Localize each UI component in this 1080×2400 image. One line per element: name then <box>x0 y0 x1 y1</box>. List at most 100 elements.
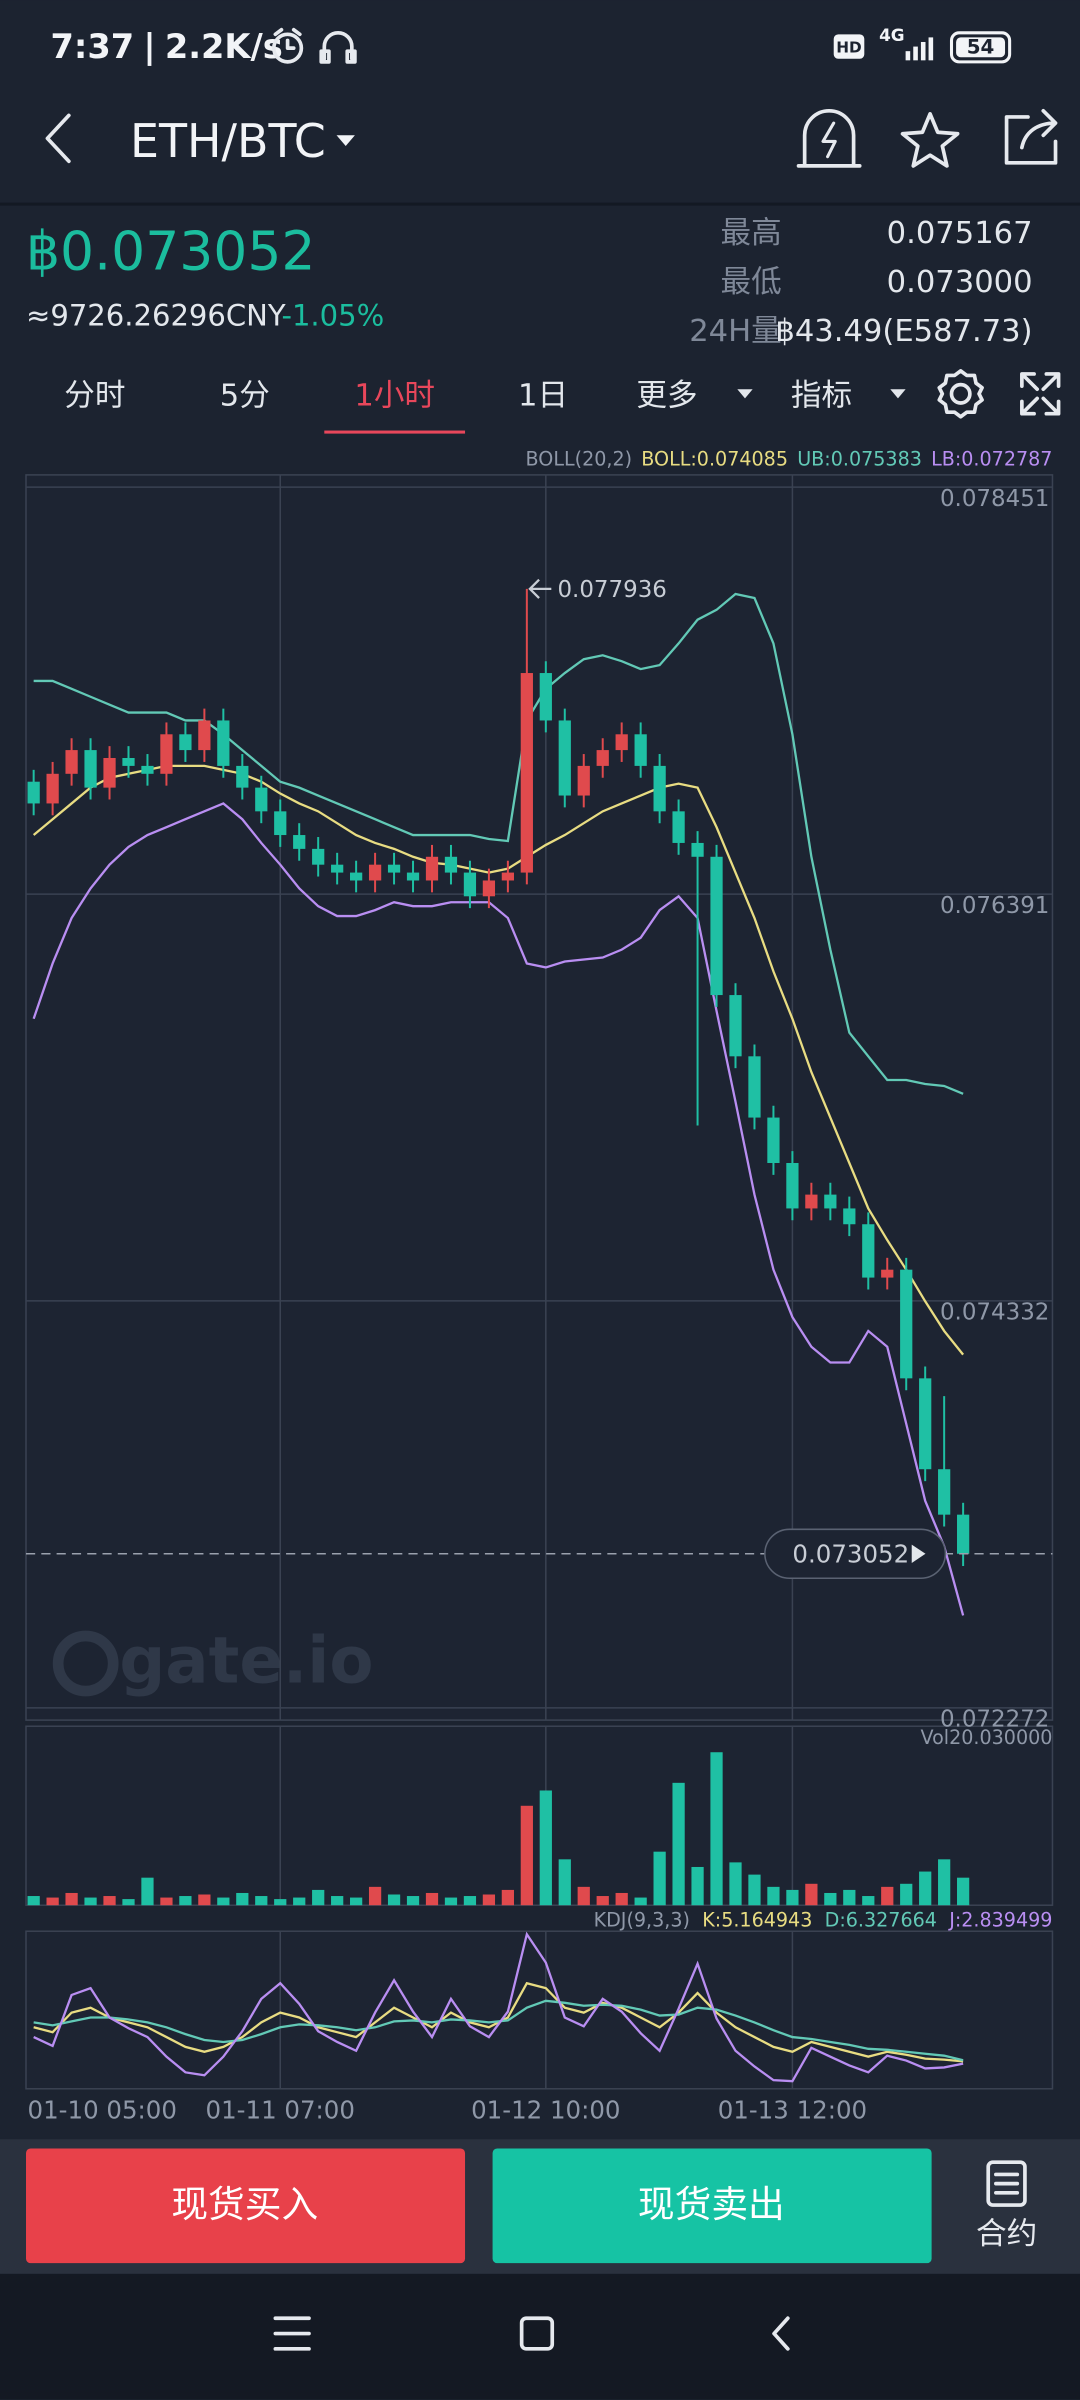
tab[interactable]: 分时 <box>64 378 125 413</box>
candle-body <box>368 864 382 881</box>
candle-body <box>805 1194 818 1209</box>
hd-badge <box>833 34 865 59</box>
candle-body <box>862 1224 875 1278</box>
nav-buttons[interactable] <box>273 2316 790 2351</box>
candle-body <box>350 872 363 881</box>
alert-button[interactable] <box>796 109 862 168</box>
volume-bar <box>255 1896 268 1906</box>
candle-body <box>425 856 439 881</box>
sell-label[interactable]: 现货卖出 <box>638 2183 785 2226</box>
volume-bar <box>748 1874 761 1906</box>
volume-bar <box>463 1896 477 1906</box>
tab-bar: 分时 5分 1小时 1日 更多 指标 <box>64 378 852 434</box>
candle-body <box>691 842 704 857</box>
battery-level <box>956 37 1006 58</box>
volume-bar <box>27 1896 40 1906</box>
candle-body <box>653 765 666 812</box>
volume-bar <box>350 1897 363 1906</box>
kdj-legend-item: D:6.327664 <box>825 1908 937 1931</box>
favorite-button[interactable] <box>900 112 960 168</box>
volume-bar <box>824 1892 837 1906</box>
candle-body <box>748 1056 761 1118</box>
share-button[interactable] <box>1004 108 1058 165</box>
volume-bar <box>501 1889 514 1906</box>
tab[interactable]: 1小时 <box>354 378 435 413</box>
low-value: 0.073000 <box>887 265 1033 300</box>
tab[interactable]: 指标 <box>791 378 852 413</box>
candle-body <box>198 720 211 751</box>
candle-body <box>293 835 306 849</box>
volume-bar <box>387 1894 401 1906</box>
contract-label[interactable]: 合约 <box>976 2217 1037 2252</box>
volume-bar <box>103 1896 116 1906</box>
tab[interactable]: 5分 <box>220 378 270 413</box>
candle-body <box>217 720 230 766</box>
candle-body <box>387 864 401 873</box>
boll-legend-item: LB:0.072787 <box>931 447 1052 470</box>
volume-bar <box>46 1897 59 1906</box>
contract-icon[interactable] <box>986 2160 1027 2207</box>
volume-bar <box>520 1805 533 1906</box>
max-arrow <box>528 578 552 599</box>
last-price-pill[interactable] <box>764 1528 947 1580</box>
boll-line <box>32 802 965 1616</box>
candle-body <box>881 1269 894 1278</box>
back-button[interactable] <box>45 113 71 164</box>
volume-bar <box>539 1790 552 1906</box>
volume-panel <box>25 1725 1054 1906</box>
last-price-label[interactable]: 0.073052 <box>792 1539 909 1568</box>
more-dropdown[interactable] <box>737 389 753 399</box>
volume-bar <box>444 1897 458 1906</box>
boll-legend-item: BOLL:0.074085 <box>641 447 788 470</box>
kdj-line <box>33 1931 964 2083</box>
volume-bar <box>938 1859 951 1906</box>
kdj-line <box>33 1999 964 2062</box>
candle-body <box>274 811 287 836</box>
volume-bar <box>596 1896 609 1906</box>
volume-bar <box>65 1892 78 1906</box>
volume-bar <box>729 1862 742 1906</box>
candle-body <box>577 765 590 796</box>
candle-body <box>46 773 59 804</box>
candle-body <box>160 734 173 774</box>
candle-body <box>103 757 116 788</box>
volume-bar <box>179 1896 192 1906</box>
boll-line <box>33 592 964 1095</box>
volume-bar <box>122 1899 135 1906</box>
volume-bar <box>957 1877 970 1906</box>
kdj-panel <box>25 1930 1054 2090</box>
tab[interactable]: 1日 <box>518 378 568 413</box>
volume-bar <box>274 1899 287 1906</box>
candle-body <box>406 872 420 881</box>
candle-body <box>236 765 249 788</box>
fullscreen-button[interactable] <box>1020 372 1061 416</box>
candle-body <box>843 1208 856 1225</box>
volume-bar <box>634 1897 647 1906</box>
candle-body <box>919 1378 932 1470</box>
buy-button[interactable] <box>26 2148 466 2264</box>
candle-body <box>520 673 533 873</box>
battery-label: 54 <box>967 36 995 59</box>
buy-label[interactable]: 现货买入 <box>171 2183 318 2226</box>
kdj-title: KDJ(9,3,3) <box>594 1908 690 1931</box>
chart: 0.078451 0.076391 0.074332 0.072272 01-10 05… <box>26 447 1052 2125</box>
tab[interactable]: 更多 <box>636 378 697 413</box>
volume-bar <box>141 1877 154 1906</box>
volume-bar <box>236 1892 249 1906</box>
pair-dropdown[interactable] <box>336 135 355 147</box>
candle-body <box>634 734 647 766</box>
candle-body <box>179 734 192 751</box>
sell-button[interactable] <box>492 2148 932 2264</box>
candle-body <box>900 1269 913 1379</box>
tab-underline <box>324 430 466 434</box>
x-tick-label: 01-13 12:00 <box>718 2096 867 2125</box>
pair-title[interactable]: ETH/BTC <box>130 114 326 168</box>
candle-body <box>255 787 268 812</box>
volume-bar <box>710 1752 723 1906</box>
volume-bar <box>767 1886 780 1906</box>
volume-bar <box>293 1897 306 1906</box>
settings-button[interactable] <box>937 369 984 419</box>
indicator-dropdown[interactable] <box>890 389 906 399</box>
volume-bar <box>615 1892 628 1906</box>
